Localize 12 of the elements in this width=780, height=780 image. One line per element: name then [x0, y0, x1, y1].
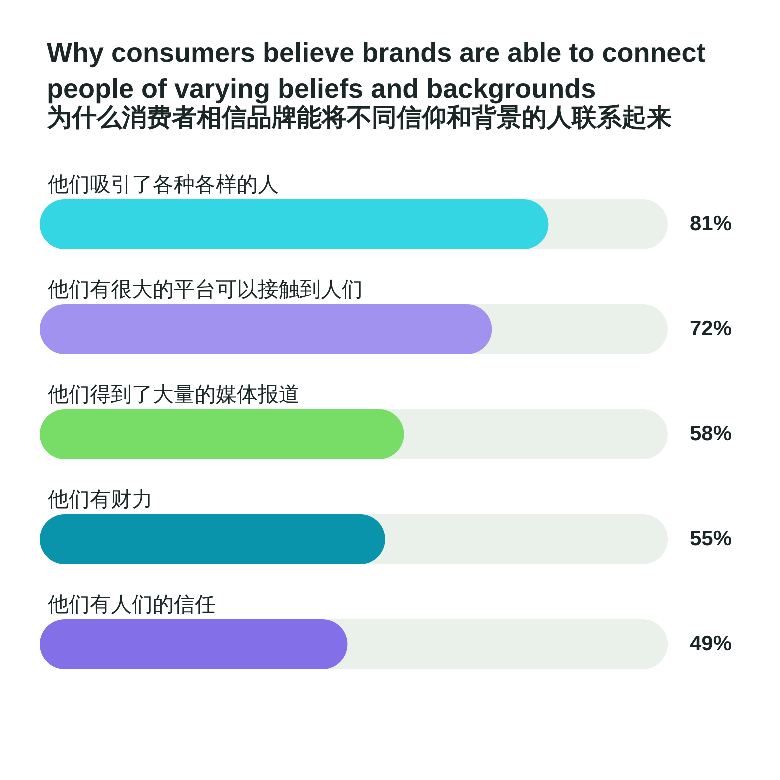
chart-title: Why consumers believe brands are able to connect people of varying beliefs and backgrounds	[47, 38, 706, 104]
data-label: 55%	[690, 528, 732, 550]
data-label: 72%	[690, 318, 732, 340]
y-tick-label: 他们吸引了各种各样的人	[48, 174, 279, 196]
data-label: 49%	[690, 632, 732, 656]
y-tick-label: 他们有财力	[48, 488, 153, 512]
data-label: 58%	[690, 422, 732, 446]
y-tick-label: 他们有很大的平台可以接触到人们	[48, 278, 363, 302]
y-tick-label: 他们得到了大量的媒体报道	[48, 384, 300, 406]
y-tick-label: 他们有人们的信任	[48, 594, 216, 616]
chart-subtitle: 为什么消费者相信品牌能将不同信仰和背景的人联系起来	[47, 104, 672, 132]
data-label: 81%	[690, 212, 732, 236]
